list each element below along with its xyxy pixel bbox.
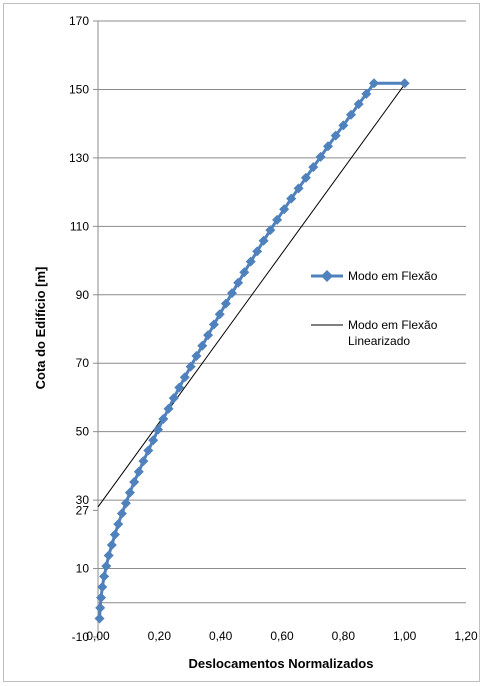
data-point-flexao bbox=[308, 162, 319, 173]
y-tick-label: 150 bbox=[69, 82, 89, 96]
data-point-flexao bbox=[103, 550, 114, 561]
data-point-flexao bbox=[133, 466, 144, 477]
legend-label-linearizado: Modo em Flexão Linearizado bbox=[348, 318, 441, 348]
legend-entry-flexao: Modo em Flexão bbox=[311, 269, 438, 283]
x-tick-label: 0,60 bbox=[270, 629, 294, 643]
data-point-flexao bbox=[113, 519, 124, 530]
data-point-flexao bbox=[168, 393, 179, 404]
data-point-flexao bbox=[361, 88, 372, 99]
legend-label-linearizado-line1: Modo em Flexão bbox=[348, 318, 438, 332]
y-tick-label: -10 bbox=[72, 630, 90, 644]
data-point-flexao bbox=[258, 235, 269, 246]
data-point-flexao bbox=[353, 99, 364, 110]
y-tick-label: 70 bbox=[76, 356, 90, 370]
x-tick-label: 0,00 bbox=[86, 629, 110, 643]
data-point-flexao bbox=[346, 109, 356, 120]
x-tick-label: 0,80 bbox=[332, 629, 356, 643]
x-axis-title: Deslocamentos Normalizados bbox=[189, 656, 374, 671]
x-tick-label: 0,40 bbox=[209, 629, 233, 643]
data-point-flexao bbox=[124, 487, 135, 498]
y-tick-label: 110 bbox=[70, 219, 89, 233]
data-point-flexao bbox=[233, 277, 244, 288]
y-tick-label: 27 bbox=[76, 503, 90, 517]
data-point-flexao bbox=[272, 214, 283, 225]
data-point-flexao bbox=[369, 78, 379, 89]
data-point-flexao bbox=[163, 403, 174, 414]
data-point-flexao bbox=[265, 225, 276, 236]
y-tick-label: 10 bbox=[76, 562, 90, 576]
data-point-flexao bbox=[95, 602, 106, 613]
legend-label-flexao: Modo em Flexão bbox=[348, 269, 438, 283]
y-tick-label: 50 bbox=[76, 425, 90, 439]
data-point-flexao bbox=[220, 298, 231, 309]
data-point-flexao bbox=[330, 130, 341, 141]
data-point-flexao bbox=[300, 172, 311, 183]
data-point-flexao bbox=[286, 193, 297, 204]
legend-entry-linearizado: Modo em Flexão Linearizado bbox=[311, 318, 441, 348]
data-point-flexao bbox=[227, 288, 238, 299]
data-point-flexao bbox=[97, 582, 108, 593]
y-tick-label: 130 bbox=[69, 151, 89, 165]
data-point-flexao bbox=[323, 141, 333, 152]
data-point-flexao bbox=[191, 351, 202, 362]
data-point-flexao bbox=[197, 340, 208, 351]
data-point-flexao bbox=[116, 508, 127, 519]
data-point-flexao bbox=[279, 204, 290, 215]
series-line-flexao bbox=[98, 81, 405, 619]
data-point-flexao bbox=[101, 561, 112, 572]
data-point-flexao bbox=[399, 78, 410, 89]
x-tick-label: 0,20 bbox=[148, 629, 172, 643]
data-point-flexao bbox=[143, 445, 154, 456]
legend-label-linearizado-line2: Linearizado bbox=[348, 334, 410, 348]
data-point-flexao bbox=[109, 529, 120, 540]
data-point-flexao bbox=[138, 456, 149, 467]
x-tick-label: 1,00 bbox=[393, 629, 417, 643]
data-point-flexao bbox=[106, 539, 117, 550]
data-point-flexao bbox=[94, 613, 105, 624]
legend-marker-flexao bbox=[321, 270, 333, 282]
data-point-flexao bbox=[99, 571, 110, 582]
data-point-flexao bbox=[96, 592, 107, 603]
y-tick-label: 90 bbox=[76, 288, 90, 302]
y-tick-label: 170 bbox=[69, 14, 89, 28]
data-point-flexao bbox=[214, 309, 225, 320]
data-point-flexao bbox=[338, 120, 349, 131]
x-tick-label: 1,20 bbox=[454, 629, 478, 643]
data-point-flexao bbox=[120, 498, 131, 509]
data-point-flexao bbox=[185, 361, 196, 372]
data-point-flexao bbox=[153, 424, 164, 435]
legend: Modo em Flexão Modo em Flexão Linearizad… bbox=[311, 269, 441, 348]
series bbox=[94, 78, 410, 624]
data-point-flexao bbox=[252, 246, 263, 257]
data-point-flexao bbox=[239, 267, 250, 278]
data-point-flexao bbox=[245, 256, 256, 267]
data-point-flexao bbox=[293, 183, 304, 194]
data-point-flexao bbox=[158, 414, 169, 425]
y-axis-title: Cota do Edifício [m] bbox=[33, 267, 48, 390]
data-point-flexao bbox=[208, 319, 219, 330]
data-point-flexao bbox=[179, 372, 190, 383]
data-point-flexao bbox=[315, 151, 326, 162]
y-tick-label: 30 bbox=[76, 493, 90, 507]
data-point-flexao bbox=[203, 330, 214, 341]
data-point-flexao bbox=[148, 435, 159, 446]
gridlines bbox=[98, 20, 466, 604]
series-line-linearizado bbox=[97, 84, 406, 508]
data-point-flexao bbox=[174, 382, 185, 393]
data-point-flexao bbox=[129, 476, 140, 487]
